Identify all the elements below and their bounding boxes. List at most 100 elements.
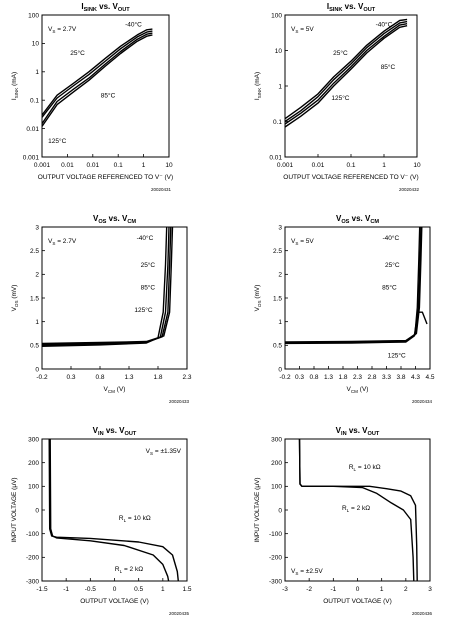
y-axis-label: INPUT VOLTAGE (μV) <box>254 477 261 542</box>
text-span: (mA) <box>11 72 18 88</box>
y-tick-label: 300 <box>271 436 282 443</box>
x-tick-label: 0 <box>113 586 117 593</box>
x-tick-label: 0.3 <box>66 374 75 381</box>
y-tick-label: -200 <box>26 555 39 562</box>
x-tick-label: -1.5 <box>36 586 48 593</box>
text-span: SINK <box>329 7 342 13</box>
text-span: IN <box>98 431 104 437</box>
text-span: S <box>52 241 55 246</box>
text-span: SINK <box>14 88 19 99</box>
y-tick-label: 1.5 <box>273 295 282 302</box>
y-tick-label: 1.5 <box>30 295 39 302</box>
chart-title: ISINK vs. VOUT <box>81 2 130 13</box>
text-span: V <box>146 448 151 455</box>
series-label: 25°C <box>385 261 400 269</box>
y-axis-label: ISINK (mA) <box>254 72 262 100</box>
y-tick-label: 0.01 <box>269 154 282 161</box>
y-tick-label: 10 <box>32 41 40 48</box>
series-line <box>41 34 153 127</box>
series-line <box>284 311 428 345</box>
text-span: OS <box>14 300 19 307</box>
text-span: L <box>347 508 350 513</box>
series-label: -40°C <box>376 20 393 28</box>
series-line <box>41 226 170 346</box>
text-span: S <box>52 29 55 34</box>
text-span: = 10 kΩ <box>356 464 381 471</box>
series-line <box>48 438 179 582</box>
series-line <box>41 32 153 124</box>
text-span: V <box>104 386 109 393</box>
y-tick-label: -200 <box>269 555 282 562</box>
figure-id: 20020435 <box>169 611 190 616</box>
y-tick-label: 0.5 <box>273 343 282 350</box>
y-tick-label: 1 <box>278 319 282 326</box>
chart-5: VIN vs. VOUT-1.5 -1 -0.5 0 0.5 1 1.53002001000… <box>11 426 192 616</box>
text-span: R <box>115 566 120 573</box>
text-span: = 2 kΩ <box>122 566 143 573</box>
series-label: 25°C <box>333 49 348 57</box>
series-label: 85°C <box>141 283 156 291</box>
plot-frame <box>284 226 431 370</box>
x-tick-label: 2 <box>404 586 408 593</box>
plot-frame <box>41 438 188 582</box>
chart-title: ISINK vs. VOUT <box>327 2 376 13</box>
text-span: = 2.7V <box>55 238 76 245</box>
x-tick-label: 1 <box>142 162 146 169</box>
series-line <box>41 28 153 116</box>
y-tick-label: -100 <box>26 531 39 538</box>
text-span: V <box>291 568 296 575</box>
series-label: RL = 2 kΩ <box>342 505 370 513</box>
text-span: IN <box>341 431 347 437</box>
series-line <box>298 438 415 582</box>
figure-id: 20020431 <box>151 187 172 192</box>
series-line <box>49 438 170 582</box>
text-span: S <box>295 29 298 34</box>
text-span: (V) <box>115 386 125 393</box>
y-tick-label: 0.5 <box>30 343 39 350</box>
y-tick-label: 200 <box>28 460 39 467</box>
x-tick-label: 4.5 <box>425 374 434 381</box>
text-span: V <box>48 238 53 245</box>
text-span: vs. V <box>104 426 126 435</box>
y-tick-label: 0.01 <box>26 126 39 133</box>
text-span: = 5V <box>298 26 314 33</box>
condition-label: VS = 2.7V <box>48 26 77 34</box>
text-span: SINK <box>84 7 97 13</box>
x-tick-label: 0.8 <box>309 374 318 381</box>
x-tick-label: 0.1 <box>114 162 123 169</box>
x-tick-label: 1.8 <box>338 374 347 381</box>
series-label: 125°C <box>48 137 66 145</box>
figure-id: 20020434 <box>412 399 433 404</box>
text-span: vs. V <box>347 426 369 435</box>
x-axis-label: VCM (V) <box>347 386 369 394</box>
y-tick-label: 3 <box>278 224 282 231</box>
text-span: OS <box>98 219 106 225</box>
series-label: 85°C <box>101 91 116 99</box>
chart-6: VIN vs. VOUT-3 -2 -1 0 1 2 33002001000-100-200… <box>254 426 432 616</box>
series-label: 25°C <box>70 49 85 57</box>
condition-label: VS = 2.7V <box>48 238 77 246</box>
y-tick-label: 0.001 <box>23 154 40 161</box>
plot-frame <box>41 226 188 370</box>
y-tick-label: 100 <box>28 484 39 491</box>
condition-label: VS = 5V <box>291 238 314 246</box>
text-span: = 5V <box>298 238 314 245</box>
text-span: OUT <box>368 431 380 437</box>
text-span: = ±1.35V <box>153 448 182 455</box>
x-tick-label: 2.3 <box>182 374 191 381</box>
x-axis-label: OUTPUT VOLTAGE (V) <box>323 598 392 605</box>
y-axis-label: ISINK (mA) <box>11 72 19 100</box>
series-label: 25°C <box>141 261 156 269</box>
text-span: (mV) <box>11 285 18 301</box>
plot-frame <box>41 14 170 158</box>
text-span: S <box>295 571 298 576</box>
chart-title: VOS vs. VCM <box>93 214 136 225</box>
text-span: S <box>295 241 298 246</box>
series-label: RL = 10 kΩ <box>119 515 151 523</box>
series-line <box>284 20 408 123</box>
text-span: CM <box>127 219 136 225</box>
text-span: R <box>119 515 124 522</box>
y-tick-label: 2.5 <box>273 248 282 255</box>
text-span: I <box>254 98 261 100</box>
